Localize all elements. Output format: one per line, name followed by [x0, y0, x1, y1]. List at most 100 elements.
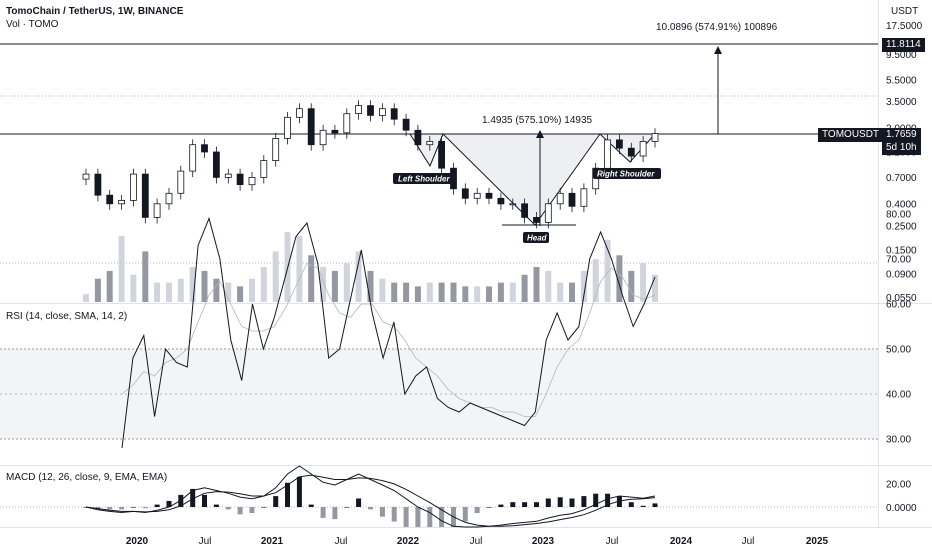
candle-body — [414, 129, 422, 146]
macd-hist-bar — [557, 497, 563, 507]
volume-bar — [260, 267, 267, 302]
macd-hist-bar — [249, 507, 255, 513]
volume-bar — [142, 251, 149, 302]
macd-hist-bar — [344, 507, 350, 508]
volume-bar — [628, 270, 635, 302]
volume-bar — [331, 270, 338, 302]
rsi-tick: 70.00 — [886, 255, 911, 266]
price-tick: 0.4000 — [886, 199, 917, 210]
rsi-title: RSI (14, close, SMA, 14, 2) — [6, 311, 128, 322]
candle-body — [544, 203, 552, 223]
macd-hist-bar — [237, 507, 243, 515]
rsi-axis[interactable]: 80.00 70.00 60.00 50.00 40.00 30.00 20.00 — [886, 210, 911, 491]
volume-bar — [580, 270, 587, 302]
candle-body — [236, 173, 244, 186]
chart-title: TomoChain / TetherUS, 1W, BINANCE — [6, 6, 184, 17]
macd-hist-bar — [190, 488, 196, 507]
volume-bar — [237, 286, 244, 302]
volume-bar — [474, 286, 481, 302]
volume-bar — [118, 235, 125, 302]
price-tick: 0.0550 — [886, 293, 917, 304]
volume-bar — [604, 239, 611, 302]
macd-hist-bar — [332, 507, 338, 520]
macd-hist-bar — [569, 498, 575, 507]
macd-hist-bar — [640, 505, 646, 507]
candle-body — [497, 197, 505, 205]
time-axis[interactable]: 2020 Jul 2021 Jul 2022 Jul 2023 Jul 2024 Jul 2025 — [126, 536, 829, 547]
volume-bar — [249, 278, 255, 302]
candle-body — [509, 203, 517, 206]
rsi-tick: 80.00 — [886, 210, 911, 221]
macd-hist-bar — [616, 496, 622, 507]
macd-hist-bar — [368, 507, 373, 510]
macd-hist-bar — [285, 482, 290, 507]
volume-bar — [106, 270, 113, 302]
candle-body — [378, 108, 386, 116]
candle-body — [331, 129, 339, 134]
macd-hist-bar — [130, 507, 136, 508]
macd-hist-bar — [652, 503, 658, 507]
candle-body — [604, 139, 611, 169]
time-tick: Jul — [335, 536, 348, 547]
macd-hist-bar — [534, 502, 539, 507]
candle-body — [367, 105, 374, 116]
rsi-tick: 40.00 — [886, 390, 911, 401]
candle-body — [639, 140, 647, 157]
candle-body — [426, 140, 434, 146]
macd-hist-bar — [581, 496, 587, 507]
rsi-tick: 50.00 — [886, 345, 911, 356]
price-tick: 5.5000 — [886, 76, 917, 87]
macd-hist-bar — [498, 504, 504, 507]
candle-body — [521, 203, 528, 218]
symbol-badge: TOMOUSDT — [818, 128, 884, 142]
macd-title: MACD (12, 26, close, 9, EMA, EMA) — [6, 472, 168, 483]
measure-arrowhead-small — [536, 130, 544, 138]
volume-bar — [414, 286, 421, 302]
volume-bar — [450, 282, 457, 302]
volume-bar — [355, 251, 362, 302]
macd-hist-bar — [107, 507, 113, 510]
volume-bar — [486, 286, 492, 302]
price-tick: 0.1500 — [886, 246, 917, 257]
volume-bar — [497, 282, 504, 302]
head-and-shoulders-pattern[interactable] — [409, 133, 657, 226]
price-tick: 0.0900 — [886, 270, 917, 281]
candle-body — [438, 140, 446, 169]
macd-hist-bar — [403, 507, 409, 527]
volume-bar — [391, 282, 398, 302]
macd-signal-line — [85, 474, 656, 527]
candle-body — [129, 173, 137, 201]
head-tag — [523, 232, 549, 243]
volume-indicator-label: Vol · TOMO — [6, 19, 59, 30]
candle-body — [568, 192, 576, 207]
candle-body — [473, 192, 481, 199]
time-tick: 2024 — [670, 536, 693, 547]
volume-bar — [426, 282, 433, 302]
candle-body — [533, 216, 540, 223]
price-tick: 3.5000 — [886, 97, 917, 108]
volume-bar — [367, 270, 374, 302]
time-tick: Jul — [199, 536, 212, 547]
volume-bar — [462, 286, 469, 302]
macd-hist-bar — [142, 507, 148, 509]
price-tick: 9.5000 — [886, 50, 917, 61]
candle-body — [94, 173, 102, 196]
volume-bar — [189, 267, 196, 302]
candle-body — [118, 199, 125, 205]
candle-body — [307, 108, 315, 146]
candle-body — [485, 192, 493, 199]
quote-currency[interactable]: USDT — [891, 6, 919, 17]
macd-hist-bar — [391, 507, 397, 522]
macd-hist-bar — [522, 502, 528, 507]
measure-arrowhead-large — [714, 46, 722, 54]
volume-bar — [296, 235, 303, 302]
volume-bar — [533, 267, 540, 302]
macd-hist-bar — [320, 507, 326, 518]
price-tick: 0.2500 — [886, 222, 917, 233]
macd-hist-bar — [166, 500, 172, 507]
volume-bar — [545, 270, 552, 302]
right-shoulder-label: Right Shoulder — [597, 170, 655, 179]
time-tick: Jul — [606, 536, 619, 547]
candle-body — [212, 151, 220, 178]
